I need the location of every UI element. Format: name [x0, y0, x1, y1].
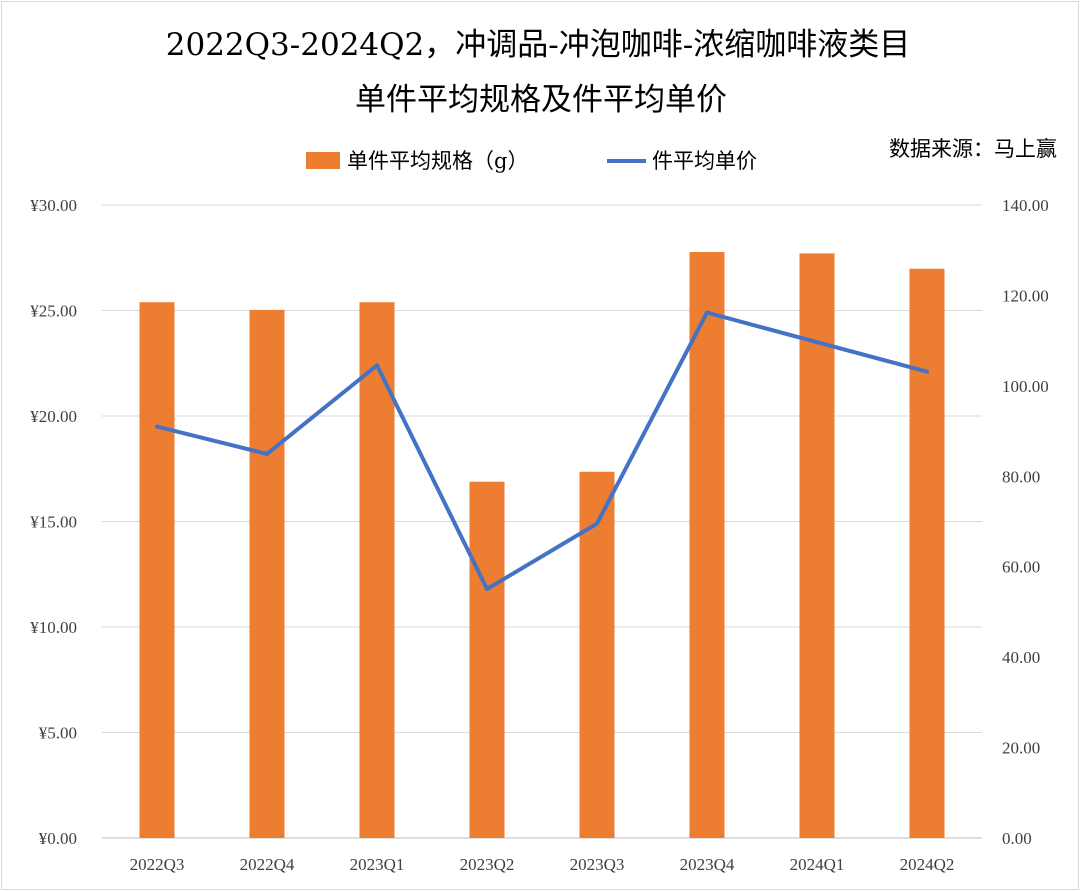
y-left-tick-label: ¥30.00 — [30, 196, 77, 215]
data-source-note: 数据来源：马上赢 — [889, 137, 1057, 161]
y-left-tick-label: ¥10.00 — [30, 618, 77, 637]
chart-subtitle: 单件平均规格及件平均单价 — [355, 82, 727, 118]
bar-2024Q2 — [909, 268, 945, 838]
left-axis-ticks: ¥0.00 ¥5.00 ¥10.00 ¥15.00 ¥20.00 ¥25.00 ¥30.00 — [30, 196, 77, 848]
x-axis-ticks: 2022Q3 2022Q4 2023Q1 2023Q2 2023Q3 2023Q4 2024… — [130, 855, 955, 874]
line-point-2023Q3 — [595, 521, 599, 526]
x-tick-label: 2023Q4 — [680, 855, 735, 874]
line-point-2022Q3 — [155, 424, 159, 429]
x-tick-label: 2023Q1 — [350, 855, 405, 874]
line-point-2024Q1 — [815, 340, 819, 345]
x-tick-label: 2022Q3 — [130, 855, 185, 874]
x-tick-label: 2024Q1 — [790, 855, 845, 874]
line-point-2024Q2 — [925, 369, 929, 374]
y-right-tick-label: 80.00 — [1002, 467, 1040, 486]
line-series — [155, 310, 929, 592]
y-right-tick-label: 120.00 — [1002, 286, 1049, 305]
bar-2022Q3 — [139, 302, 175, 839]
bar-2023Q3 — [579, 471, 615, 838]
y-left-tick-label: ¥0.00 — [39, 829, 77, 848]
legend: 单件平均规格（g） 件平均单价 — [306, 149, 757, 173]
bar-2023Q1 — [359, 302, 395, 839]
y-left-tick-label: ¥20.00 — [30, 407, 77, 426]
x-tick-label: 2022Q4 — [240, 855, 295, 874]
y-left-tick-label: ¥25.00 — [30, 302, 77, 321]
x-tick-label: 2024Q2 — [900, 855, 955, 874]
chart-title: 2022Q3-2024Q2，冲调品-冲泡咖啡-浓缩咖啡液类目 — [166, 27, 910, 63]
y-right-tick-label: 60.00 — [1002, 558, 1040, 577]
y-left-tick-label: ¥5.00 — [39, 724, 77, 743]
y-right-tick-label: 0.00 — [1002, 829, 1032, 848]
bar-2023Q4 — [689, 252, 725, 839]
bar-2022Q4 — [249, 309, 285, 838]
line-point-2023Q4 — [705, 310, 709, 315]
y-right-tick-label: 20.00 — [1002, 739, 1040, 758]
bar-2023Q2 — [469, 481, 505, 838]
legend-line-label: 件平均单价 — [652, 149, 757, 173]
line-point-2022Q4 — [265, 451, 269, 456]
bar-series — [139, 252, 945, 839]
x-tick-label: 2023Q2 — [460, 855, 515, 874]
line-point-2023Q2 — [485, 587, 489, 592]
x-tick-label: 2023Q3 — [570, 855, 625, 874]
y-right-tick-label: 40.00 — [1002, 648, 1040, 667]
right-axis-ticks: 0.00 20.00 40.00 60.00 80.00 100.00 120.00 140.… — [1002, 196, 1049, 848]
bar-2024Q1 — [799, 253, 835, 839]
gridlines — [102, 204, 982, 839]
legend-bar-label: 单件平均规格（g） — [347, 149, 528, 173]
y-left-tick-label: ¥15.00 — [30, 513, 77, 532]
legend-bar-swatch — [306, 152, 340, 169]
price-line — [156, 310, 928, 592]
line-point-2023Q1 — [375, 363, 379, 368]
y-right-tick-label: 100.00 — [1002, 377, 1049, 396]
y-right-tick-label: 140.00 — [1002, 196, 1049, 215]
